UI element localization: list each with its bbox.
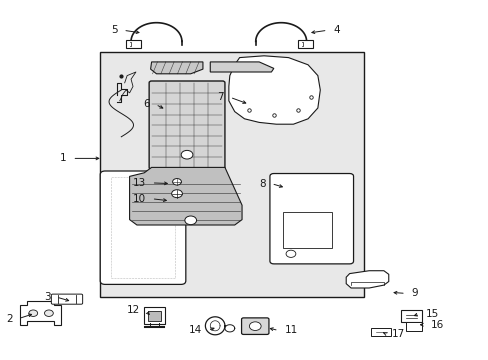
FancyBboxPatch shape [370, 328, 390, 336]
Polygon shape [228, 56, 320, 124]
Text: 1: 1 [60, 153, 66, 163]
FancyBboxPatch shape [51, 294, 82, 304]
Circle shape [172, 179, 181, 185]
FancyBboxPatch shape [269, 174, 353, 264]
Circle shape [184, 216, 196, 225]
Text: 15: 15 [425, 309, 438, 319]
Circle shape [285, 250, 295, 257]
Text: 7: 7 [217, 92, 224, 102]
Text: 4: 4 [333, 25, 340, 35]
Text: 9: 9 [411, 288, 418, 298]
Text: 2: 2 [6, 314, 13, 324]
Circle shape [249, 322, 261, 330]
Circle shape [181, 150, 192, 159]
Polygon shape [150, 62, 203, 74]
Text: 17: 17 [391, 329, 405, 339]
FancyBboxPatch shape [100, 171, 185, 284]
Text: 3: 3 [43, 292, 50, 302]
FancyBboxPatch shape [149, 81, 224, 169]
Circle shape [44, 310, 53, 316]
Polygon shape [20, 301, 61, 325]
Circle shape [29, 310, 38, 316]
FancyBboxPatch shape [100, 52, 364, 297]
Polygon shape [210, 62, 273, 72]
FancyBboxPatch shape [143, 307, 165, 324]
FancyBboxPatch shape [406, 322, 421, 331]
FancyBboxPatch shape [147, 311, 161, 321]
Text: 14: 14 [188, 325, 202, 336]
Text: 11: 11 [284, 325, 297, 336]
FancyBboxPatch shape [298, 40, 312, 48]
Text: 16: 16 [429, 320, 443, 330]
Polygon shape [129, 167, 242, 225]
FancyBboxPatch shape [400, 310, 421, 322]
Text: 12: 12 [126, 305, 140, 315]
FancyBboxPatch shape [126, 40, 141, 48]
Text: 8: 8 [258, 179, 265, 189]
Text: 13: 13 [132, 178, 145, 188]
FancyBboxPatch shape [241, 318, 268, 334]
FancyBboxPatch shape [282, 212, 331, 248]
Text: 5: 5 [110, 25, 117, 35]
Circle shape [171, 190, 182, 198]
Text: 6: 6 [142, 99, 149, 109]
Text: 10: 10 [132, 194, 145, 204]
Polygon shape [346, 271, 388, 288]
